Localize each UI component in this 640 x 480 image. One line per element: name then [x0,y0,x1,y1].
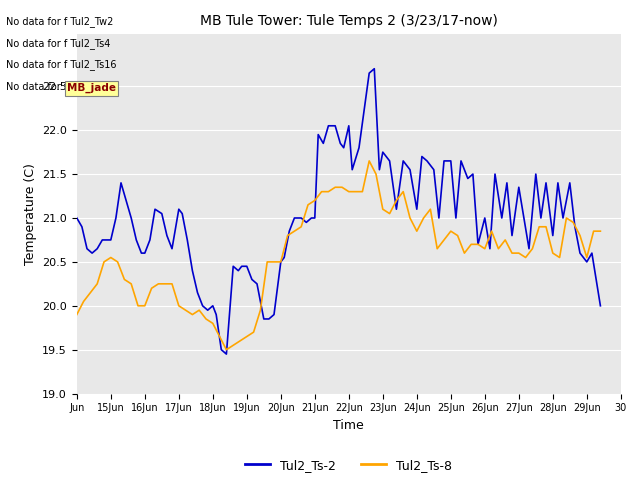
Tul2_Ts-2 [365,70,373,76]
Text: No data for f Tul2_Ts4: No data for f Tul2_Ts4 [6,37,111,48]
Tul2_Ts-8 [461,250,468,256]
Tul2_Ts-2 [324,123,332,129]
Tul2_Ts-2 [223,351,230,357]
Tul2_Ts-2 [371,66,378,72]
Line: Tul2_Ts-2: Tul2_Ts-2 [77,69,600,354]
Tul2_Ts-2 [481,215,489,221]
Title: MB Tule Tower: Tule Temps 2 (3/23/17-now): MB Tule Tower: Tule Temps 2 (3/23/17-now… [200,14,498,28]
Tul2_Ts-8 [365,158,373,164]
Tul2_Ts-8 [223,347,230,353]
Y-axis label: Temperature (C): Temperature (C) [24,163,36,264]
Text: MB_jade: MB_jade [67,83,116,94]
Tul2_Ts-8 [596,228,604,234]
Tul2_Ts-2 [73,215,81,221]
Text: No data for f Tul2_Ts16: No data for f Tul2_Ts16 [6,59,117,70]
Legend: Tul2_Ts-2, Tul2_Ts-8: Tul2_Ts-2, Tul2_Ts-8 [241,454,457,477]
Text: No data for f Tul2_Tw2: No data for f Tul2_Tw2 [6,16,114,27]
Tul2_Ts-8 [73,312,81,317]
Tul2_Ts-8 [161,281,169,287]
Tul2_Ts-2 [88,250,96,256]
X-axis label: Time: Time [333,419,364,432]
Tul2_Ts-8 [250,329,257,335]
Tul2_Ts-8 [345,189,353,194]
Tul2_Ts-8 [304,202,312,208]
Tul2_Ts-2 [112,215,120,221]
Tul2_Ts-8 [107,254,115,260]
Text: No data for f Tul2_Ts32: No data for f Tul2_Ts32 [6,81,117,92]
Tul2_Ts-2 [596,303,604,309]
Line: Tul2_Ts-8: Tul2_Ts-8 [77,161,600,350]
Tul2_Ts-2 [204,307,212,313]
